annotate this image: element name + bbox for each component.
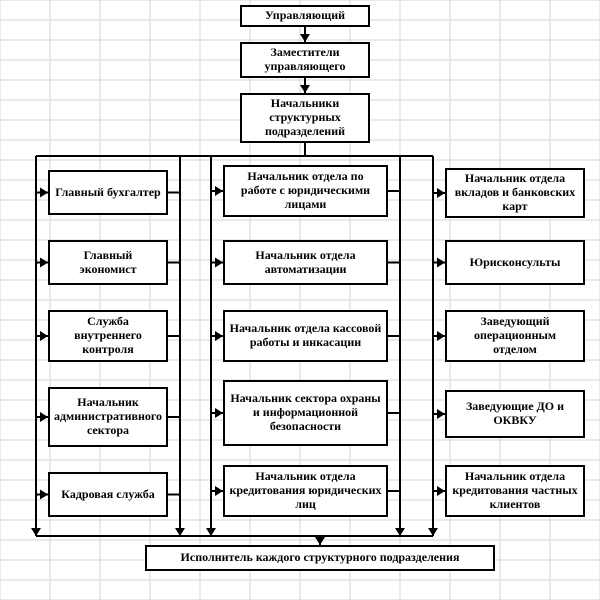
org-node-label: Начальник отдела вкладов и банковских ка… [451,172,579,213]
org-node-r2: Юрисконсульты [445,240,585,285]
org-node-l1: Главный бухгалтер [48,170,168,215]
org-node-c4: Начальник сектора охраны и информационно… [223,380,388,446]
org-node-label: Заместители управляющего [246,46,364,74]
org-node-label: Начальник отдела кредитования юридически… [229,470,382,511]
org-node-label: Управляющий [265,9,345,23]
org-node-label: Начальник административного сектора [54,396,162,437]
org-node-top3: Начальники структурных подразделений [240,93,370,143]
org-node-r3: Заведующий операционным отделом [445,310,585,362]
org-node-bottom: Исполнитель каждого структурного подразд… [145,545,495,571]
org-node-label: Исполнитель каждого структурного подразд… [181,551,460,565]
org-node-label: Главный экономист [54,249,162,277]
org-node-top1: Управляющий [240,5,370,27]
org-node-r4: Заведующие ДО и ОКВКУ [445,390,585,438]
org-node-label: Юрисконсульты [470,256,561,270]
org-node-r1: Начальник отдела вкладов и банковских ка… [445,168,585,218]
org-node-c5: Начальник отдела кредитования юридически… [223,465,388,517]
org-node-label: Начальник отдела кассовой работы и инкас… [229,322,382,350]
org-node-l3: Служба внутреннего контроля [48,310,168,362]
org-node-label: Заведующие ДО и ОКВКУ [451,400,579,428]
org-node-label: Начальники структурных подразделений [246,97,364,138]
org-node-c2: Начальник отдела автоматизации [223,240,388,285]
org-node-c1: Начальник отдела по работе с юридическим… [223,165,388,217]
org-node-c3: Начальник отдела кассовой работы и инкас… [223,310,388,362]
org-node-l5: Кадровая служба [48,472,168,517]
org-node-label: Начальник отдела кредитования частных кл… [451,470,579,511]
org-node-label: Служба внутреннего контроля [54,315,162,356]
org-node-label: Кадровая служба [61,488,154,502]
org-node-r5: Начальник отдела кредитования частных кл… [445,465,585,517]
org-node-label: Главный бухгалтер [55,186,160,200]
org-node-label: Начальник сектора охраны и информационно… [229,392,382,433]
org-node-label: Заведующий операционным отделом [451,315,579,356]
org-node-top2: Заместители управляющего [240,42,370,78]
org-node-label: Начальник отдела автоматизации [229,249,382,277]
org-node-l4: Начальник административного сектора [48,387,168,447]
org-node-l2: Главный экономист [48,240,168,285]
org-node-label: Начальник отдела по работе с юридическим… [229,170,382,211]
